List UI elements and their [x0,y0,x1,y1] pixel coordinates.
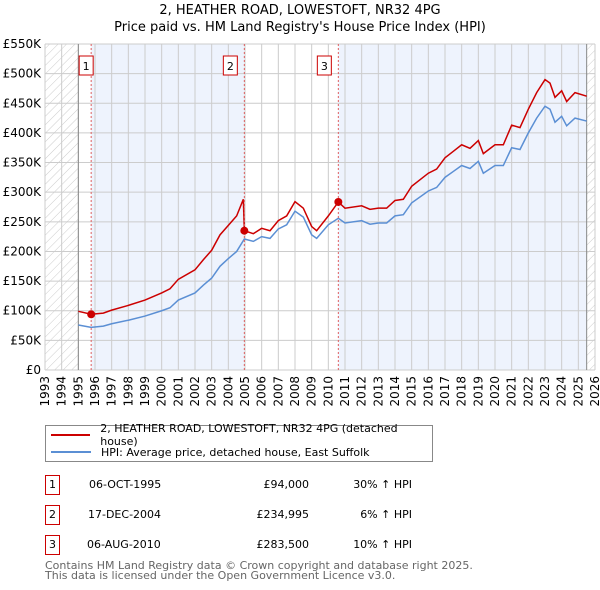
x-tick-label: 2020 [488,376,502,407]
y-tick-label: £150K [3,274,43,288]
x-tick-label: 2011 [338,376,352,407]
legend-line-blue [51,451,91,453]
sale-hpi: 30% ↑ HPI [353,478,412,491]
sale-hpi: 10% ↑ HPI [353,538,412,551]
sale-row: 1 06-OCT-1995 £94,000 30% ↑ HPI [45,475,445,495]
y-tick-label: £200K [3,244,43,258]
x-tick-label: 2013 [371,376,385,407]
sale-marker-number: 3 [45,535,60,555]
sale-marker-number: 2 [45,505,60,525]
x-tick-label: 2017 [438,376,452,407]
x-tick-label: 2023 [538,376,552,407]
legend-line-red [51,434,91,436]
y-tick-label: £0 [26,363,41,377]
x-tick-label: 2010 [321,376,335,407]
x-tick-label: 2003 [205,376,219,407]
x-tick-label: 2012 [355,376,369,407]
x-tick-label: 2008 [288,376,302,407]
chart-title: 2, HEATHER ROAD, LOWESTOFT, NR32 4PG [159,3,441,18]
x-tick-label: 1993 [38,376,52,407]
sale-marker-box [222,55,238,76]
legend-label: 2, HEATHER ROAD, LOWESTOFT, NR32 4PG (de… [100,422,398,448]
legend-item-hpi: HPI: Average price, detached house, East… [51,444,370,460]
sale-row: 3 06-AUG-2010 £283,500 10% ↑ HPI [45,535,445,555]
y-tick-label: £250K [3,215,43,229]
footer-copyright: Contains HM Land Registry data © Crown c… [45,559,473,572]
sale-point [87,310,96,319]
x-tick-label: 2018 [455,376,469,407]
chart-subtitle: Price paid vs. HM Land Registry's House … [114,20,486,35]
y-tick-label: £300K [3,185,43,199]
footer-licence: This data is licensed under the Open Gov… [45,569,396,582]
x-tick-label: 2004 [221,376,235,407]
sale-marker-label: 3 [321,60,328,73]
y-tick-label: £550K [3,37,43,51]
y-tick-label: £350K [3,156,43,170]
x-tick-label: 2005 [238,376,252,407]
sale-hpi: 6% ↑ HPI [360,508,412,521]
sale-marker-label: 1 [83,60,90,73]
no-data-hatch [586,44,595,370]
price-chart: £0 £50K £100K £150K £200K £250K £300K £350K £400… [3,37,600,407]
sale-price: £94,000 [263,478,310,491]
y-tick-label: £400K [3,126,43,140]
x-tick-label: 1996 [88,376,102,407]
y-tick-label: £450K [3,96,43,110]
x-tick-label: 1998 [121,376,135,407]
x-tick-label: 2006 [255,376,269,407]
x-tick-label: 2000 [155,376,169,407]
x-tick-label: 2025 [571,376,585,407]
x-tick-label: 2014 [388,376,402,407]
x-tick-label: 2019 [471,376,485,407]
sale-marker-label: 2 [227,60,234,73]
x-tick-label: 2002 [188,376,202,407]
sale-point [334,197,343,206]
x-tick-label: 2026 [588,376,600,407]
sale-marker-box [316,55,332,76]
ownership-band [338,44,587,370]
series-line-hpi [78,105,587,329]
x-tick-label: 2001 [171,376,185,407]
sale-point [240,226,249,235]
sale-price: £234,995 [256,508,310,521]
x-tick-label: 1999 [138,376,152,407]
legend: 2, HEATHER ROAD, LOWESTOFT, NR32 4PG (de… [45,422,433,462]
x-tick-label: 1994 [55,376,69,407]
y-tick-label: £50K [10,333,42,347]
sale-date: 06-OCT-1995 [89,478,162,491]
y-tick-label: £100K [3,304,43,318]
x-tick-label: 2022 [521,376,535,407]
x-tick-label: 2024 [555,376,569,407]
sale-marker-box [78,55,94,76]
x-tick-label: 1995 [71,376,85,407]
sale-date: 06-AUG-2010 [87,538,161,551]
sale-date: 17-DEC-2004 [88,508,162,521]
legend-label: HPI: Average price, detached house, East… [101,445,370,459]
sale-price: £283,500 [256,538,310,551]
x-tick-label: 2009 [305,376,319,407]
x-tick-label: 2016 [421,376,435,407]
y-tick-label: £500K [3,67,43,81]
sale-row: 2 17-DEC-2004 £234,995 6% ↑ HPI [45,505,445,525]
x-tick-label: 2015 [405,376,419,407]
sale-marker-number: 1 [45,475,60,495]
series-line-property [78,78,587,316]
x-tick-label: 1997 [105,376,119,407]
x-tick-label: 2021 [505,376,519,407]
x-tick-label: 2007 [271,376,285,407]
legend-item-property: 2, HEATHER ROAD, LOWESTOFT, NR32 4PG (de… [51,422,432,448]
ownership-band [91,44,245,370]
